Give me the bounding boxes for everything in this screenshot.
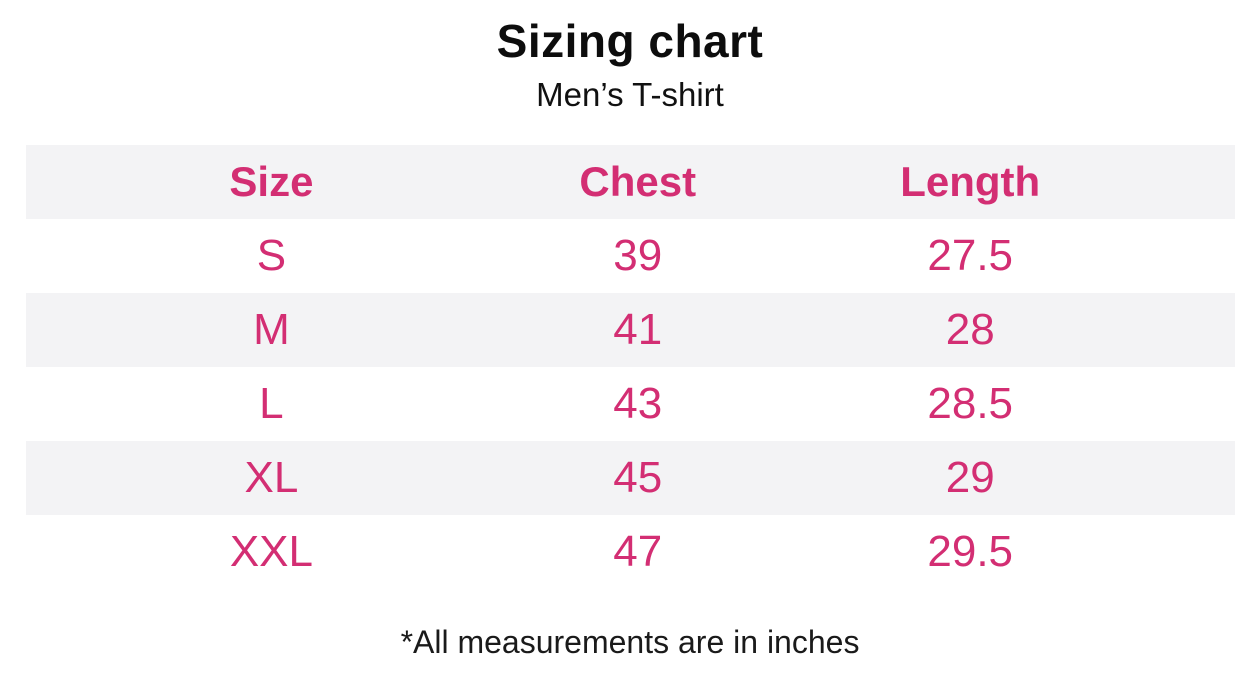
length-cell: 27.5 (927, 231, 1014, 280)
size-cell: S (256, 231, 287, 280)
length-cell: 28 (945, 305, 995, 354)
size-cell: L (259, 379, 284, 428)
table-row-l: L 43 28.5 (26, 367, 1235, 441)
table-row-xl: XL 45 29 (26, 441, 1235, 515)
chest-cell: 41 (613, 305, 663, 354)
size-cell: XL (244, 453, 299, 502)
column-header-length: Length (900, 158, 1041, 205)
chest-cell: 43 (613, 379, 663, 428)
table-row-s: S 39 27.5 (26, 219, 1235, 293)
page-title: Sizing chart (496, 15, 764, 67)
size-cell: XXL (229, 527, 313, 576)
page-subtitle: Men’s T-shirt (536, 75, 724, 113)
column-header-size: Size (229, 158, 314, 205)
column-header-chest: Chest (579, 158, 697, 205)
table-row-m: M 41 28 (26, 293, 1235, 367)
sizing-table: Size Chest Length S 39 27.5 M 41 28 L 43… (26, 145, 1235, 589)
chest-cell: 39 (613, 231, 663, 280)
length-cell: 28.5 (927, 379, 1014, 428)
length-cell: 29 (945, 453, 995, 502)
chest-cell: 47 (613, 527, 663, 576)
length-cell: 29.5 (927, 527, 1014, 576)
table-header-row: Size Chest Length (26, 145, 1235, 219)
size-cell: M (253, 305, 290, 354)
table-row-xxl: XXL 47 29.5 (26, 515, 1235, 589)
chest-cell: 45 (613, 453, 663, 502)
footnote: *All measurements are in inches (400, 624, 860, 660)
